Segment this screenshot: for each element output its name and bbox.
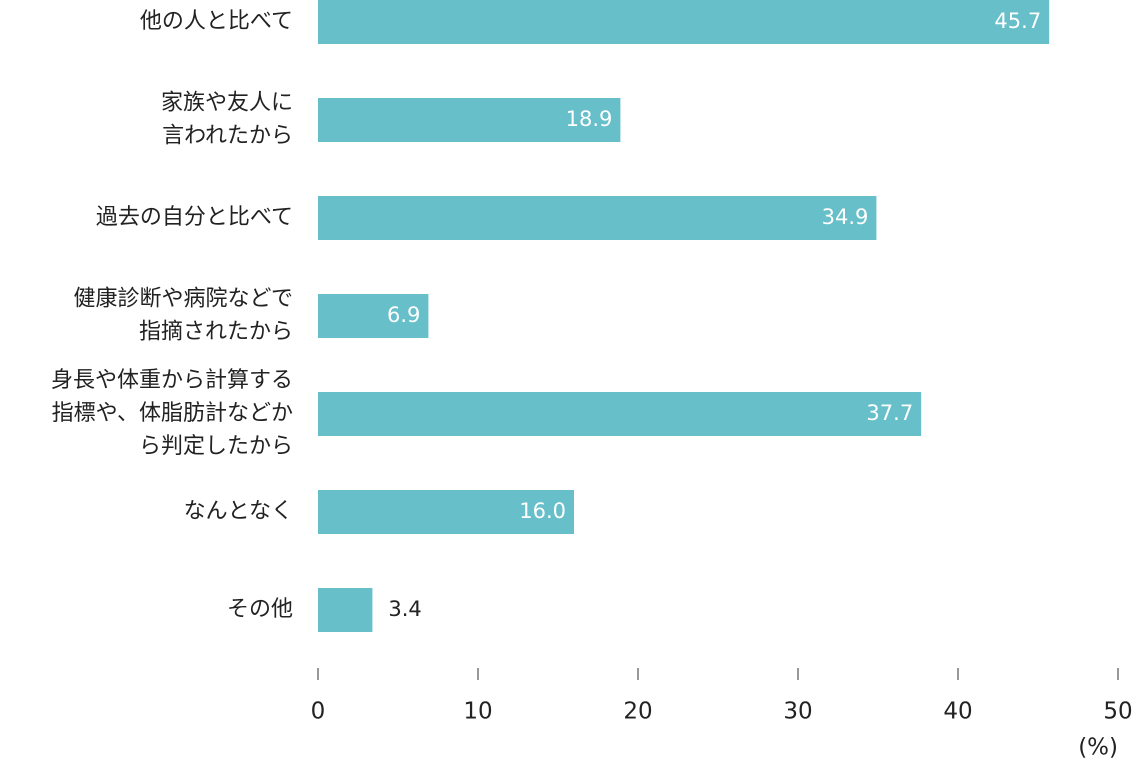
bar	[318, 98, 621, 142]
bar	[318, 588, 373, 632]
y-tick-label: 身長や体重から計算する指標や、体脂肪計などから判定したから	[51, 368, 293, 459]
value-label: 45.7	[994, 9, 1041, 33]
x-tick-label: 50	[1103, 699, 1132, 725]
x-axis-unit: (%)	[1078, 735, 1118, 761]
value-label: 37.7	[866, 401, 913, 425]
value-label: 3.4	[388, 597, 421, 621]
y-tick-label: なんとなく	[184, 499, 293, 524]
bar	[318, 294, 429, 338]
x-tick-label: 40	[943, 699, 972, 725]
bar	[318, 0, 1050, 44]
x-tick-label: 10	[463, 699, 492, 725]
y-tick-label: 過去の自分と比べて	[96, 205, 293, 230]
y-tick-label: 家族や友人に言われたから	[161, 91, 293, 149]
bar	[318, 392, 922, 436]
bar	[318, 196, 877, 240]
y-tick-label: 他の人と比べて	[140, 9, 293, 34]
x-tick-label: 20	[623, 699, 652, 725]
bar	[318, 490, 574, 534]
value-label: 18.9	[566, 107, 613, 131]
y-tick-label: 健康診断や病院などで指摘されたから	[73, 287, 293, 345]
y-tick-label: その他	[227, 597, 293, 622]
value-label: 34.9	[822, 205, 869, 229]
value-label: 16.0	[519, 499, 566, 523]
x-tick-label: 30	[783, 699, 812, 725]
value-label: 6.9	[387, 303, 420, 327]
x-tick-label: 0	[311, 699, 326, 725]
